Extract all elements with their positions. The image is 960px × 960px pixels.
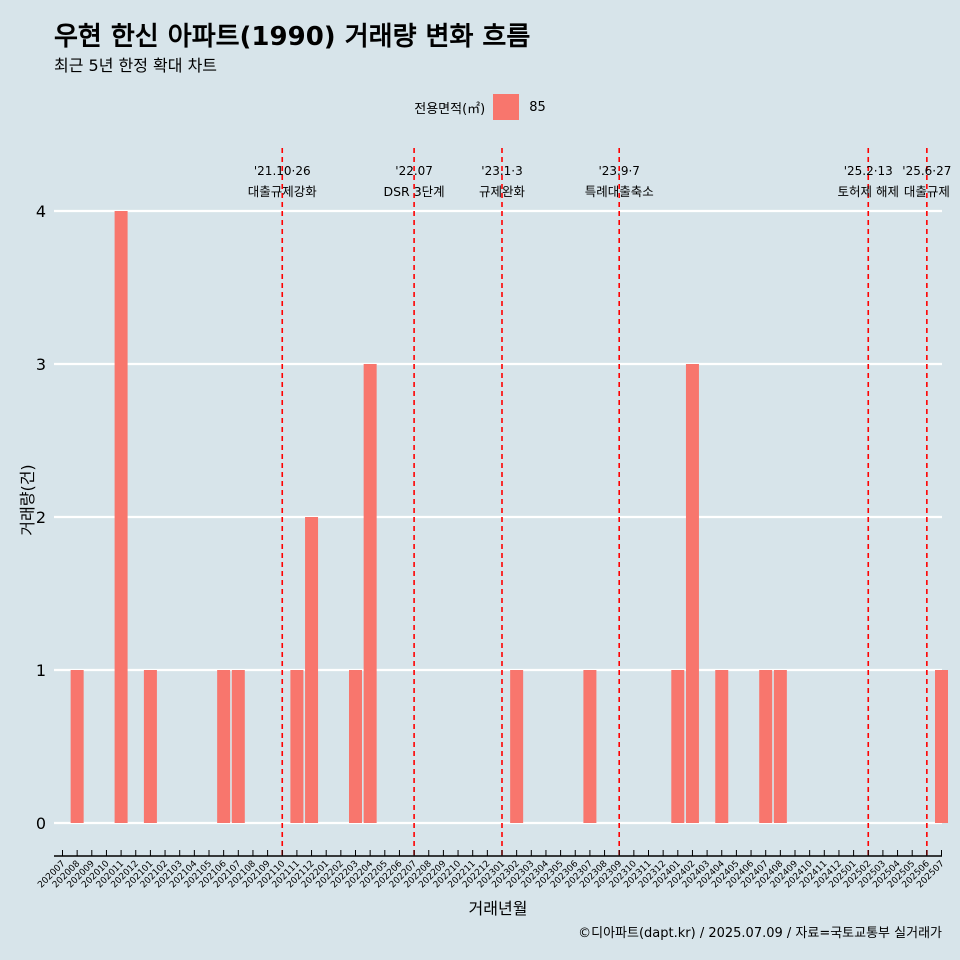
annotation-label: DSR 3단계 <box>384 184 445 199</box>
bar-202404 <box>715 670 729 823</box>
bar-202408 <box>773 670 787 823</box>
legend-entry-label: 85 <box>529 99 546 115</box>
x-axis-label: 거래년월 <box>469 899 528 918</box>
annotation-labels: '21.10·26 대출규제강화 '22.07 DSR 3단계 '23.1·3 규제완화 '… <box>248 164 952 199</box>
annotation-label: 대출규제강화 <box>248 184 318 199</box>
bar-202204 <box>363 364 377 823</box>
annotation-lines <box>281 148 928 856</box>
bar-202112 <box>305 517 319 823</box>
annotation-label: 대출규제 <box>904 184 950 199</box>
bars <box>70 211 948 823</box>
bar-202307 <box>583 670 597 823</box>
bar-202401 <box>671 670 685 823</box>
y-tick-label: 0 <box>36 814 46 833</box>
gridlines <box>54 209 942 825</box>
bar-202407 <box>759 670 773 823</box>
bar-202008 <box>70 670 84 823</box>
chart-subtitle: 최근 5년 한정 확대 차트 <box>54 56 218 75</box>
annotation-date: '25.2·13 <box>844 164 893 178</box>
annotation-date: '23.1·3 <box>481 164 522 178</box>
y-tick-label: 3 <box>36 355 46 374</box>
annotation-label: 토허제 해제 <box>838 184 899 199</box>
bar-202402 <box>685 364 699 823</box>
annotation-date: '25.6·27 <box>902 164 951 178</box>
legend-swatch <box>493 94 520 120</box>
legend: 전용면적(㎡) 85 <box>0 94 960 120</box>
y-tick-label: 1 <box>36 661 46 680</box>
y-tick-label: 4 <box>36 202 46 221</box>
bar-202101 <box>143 670 157 823</box>
chart-title: 우현 한신 아파트(1990) 거래량 변화 흐름 <box>54 22 531 52</box>
bar-202011 <box>114 211 128 823</box>
legend-title: 전용면적(㎡) <box>414 101 486 117</box>
y-axis: 0 1 2 3 4 <box>36 202 46 833</box>
bar-202107 <box>231 670 245 823</box>
y-axis-label: 거래량(건) <box>18 464 37 535</box>
annotation-label: 규제완화 <box>479 184 526 199</box>
annotation-date: '21.10·26 <box>254 164 311 178</box>
bar-202111 <box>290 670 304 823</box>
annotation-date: '23.9·7 <box>598 164 639 178</box>
annotation-label: 특례대출축소 <box>585 184 654 199</box>
annotation-date: '22.07 <box>395 164 433 178</box>
caption: ©디아파트(dapt.kr) / 2025.07.09 / 자료=국토교통부 실… <box>578 926 942 941</box>
y-tick-label: 2 <box>36 508 46 527</box>
x-axis: 2020072020082020092020102020112020122021… <box>36 850 947 890</box>
bar-202507 <box>935 670 948 823</box>
bar-202302 <box>510 670 524 823</box>
bar-202106 <box>217 670 231 823</box>
bar-202203 <box>349 670 362 823</box>
